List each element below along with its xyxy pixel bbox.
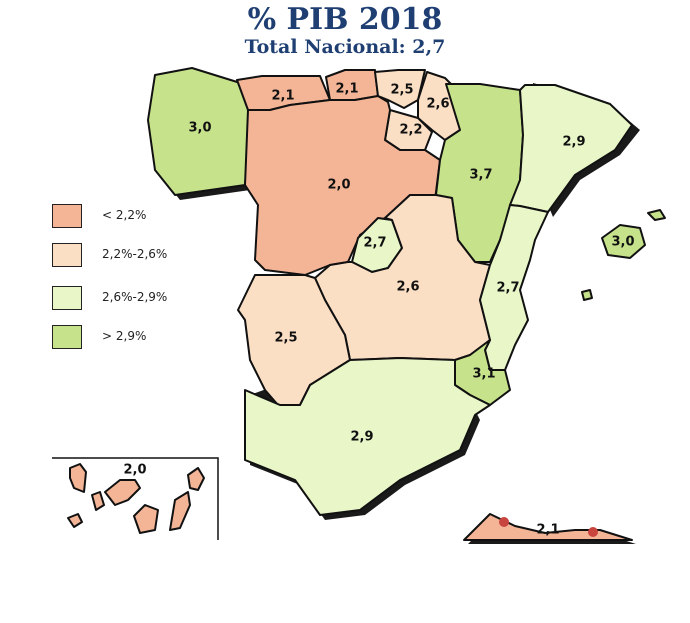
region-ceuta-melilla[interactable] (463, 513, 633, 541)
legend-swatch-midlow (52, 243, 82, 267)
region-canarias[interactable] (67, 463, 205, 534)
map-title: % PIB 2018 (247, 2, 443, 37)
label-pais-vasco: 2,5 (390, 83, 413, 98)
legend-label-midlow: 2,2%-2,6% (102, 247, 168, 261)
legend-label-low: < 2,2% (102, 208, 147, 222)
map-subtitle: Total Nacional: 2,7 (244, 36, 446, 58)
label-canarias: 2,0 (123, 463, 146, 478)
label-aragon: 3,7 (469, 168, 492, 183)
label-cantabria: 2,1 (335, 82, 358, 97)
label-murcia: 3,1 (472, 367, 495, 382)
label-galicia: 3,0 (188, 121, 211, 136)
legend-swatch-midhigh (52, 286, 82, 310)
label-castilla-leon: 2,0 (327, 178, 350, 193)
label-baleares: 3,0 (611, 235, 634, 250)
label-valencia: 2,7 (496, 281, 519, 296)
label-la-rioja: 2,2 (399, 123, 422, 138)
canarias-inset (52, 457, 219, 540)
melilla-marker (588, 527, 598, 537)
legend-label-midhigh: 2,6%-2,9% (102, 290, 168, 304)
legend-swatch-high (52, 325, 82, 349)
region-baleares[interactable] (581, 209, 666, 301)
label-ceuta-melilla: 2,1 (536, 523, 559, 538)
label-navarra: 2,6 (426, 97, 449, 112)
label-madrid: 2,7 (363, 236, 386, 251)
label-andalucia: 2,9 (350, 430, 373, 445)
legend-label-high: > 2,9% (102, 329, 147, 343)
region-valencia[interactable] (479, 204, 549, 371)
inset-frame (52, 457, 219, 540)
label-castilla-la-mancha: 2,6 (396, 280, 419, 295)
label-extremadura: 2,5 (274, 331, 297, 346)
ceuta-marker (499, 517, 509, 527)
legend-swatch-low (52, 204, 82, 228)
region-andalucia[interactable] (244, 357, 491, 516)
label-asturias: 2,1 (271, 89, 294, 104)
label-cataluna: 2,9 (562, 135, 585, 150)
